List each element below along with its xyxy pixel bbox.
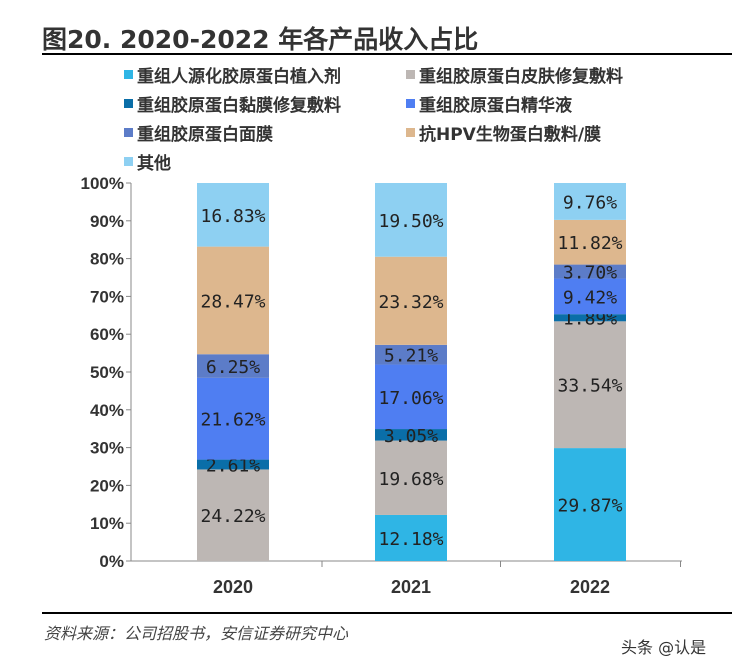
title-divider [42,53,732,55]
data-label: 6.25% [206,357,260,378]
source-note: 资料来源：公司招股书，安信证券研究中心 [44,624,349,643]
y-tick-label: 10% [90,514,124,533]
legend-swatch [124,70,133,79]
bar-segment [375,256,447,345]
legend-swatch [124,128,133,137]
legend-label: 重组胶原蛋白黏膜修复敷料 [137,96,341,116]
bar-segment [197,459,269,470]
bar-segment [554,264,626,279]
bar-segment [554,448,626,561]
data-label: 12.18% [378,529,443,550]
legend-label: 重组胶原蛋白面膜 [137,125,273,145]
data-label: 24.22% [200,506,265,527]
bar-segment [375,183,447,257]
y-tick-label: 80% [90,250,124,269]
data-label: 23.32% [378,292,443,313]
legend-item: 抗HPV生物蛋白敷料/膜 [406,120,601,145]
bar-segment [375,344,447,365]
x-tick-label: 2021 [391,577,431,597]
bar-segment [197,183,269,247]
y-tick-label: 50% [90,363,124,382]
bar-segment [554,314,626,322]
data-label: 28.47% [200,291,265,312]
x-tick-label: 2022 [570,577,610,597]
legend-item: 重组人源化胶原蛋白植入剂 [124,62,341,87]
bar-segment [554,278,626,315]
data-label: 21.62% [200,410,265,431]
legend-swatch [124,157,133,166]
bar-segment [197,469,269,561]
legend-label: 重组胶原蛋白精华液 [419,96,572,116]
bar-segment [197,246,269,355]
data-label: 5.21% [384,346,438,367]
y-tick-label: 30% [90,439,124,458]
legend-item: 重组胶原蛋白黏膜修复敷料 [124,91,341,116]
y-tick-label: 90% [90,212,124,231]
y-tick-label: 60% [90,325,124,344]
legend-item: 重组胶原蛋白精华液 [406,91,572,116]
legend-swatch [124,99,133,108]
data-label: 16.83% [200,206,265,227]
y-tick-label: 20% [90,476,124,495]
data-label: 2.61% [206,456,260,477]
y-tick-label: 40% [90,401,124,420]
y-tick-label: 100% [81,174,124,193]
legend-label: 重组人源化胶原蛋白植入剂 [137,67,341,87]
bar-segment [375,364,447,430]
data-label: 3.70% [563,263,617,284]
legend-label: 重组胶原蛋白皮肤修复敷料 [419,67,623,87]
chart-title: 图20. 2020-2022 年各产品收入占比 [42,25,479,54]
data-label: 9.42% [563,287,617,308]
legend-item: 重组胶原蛋白皮肤修复敷料 [406,62,623,87]
legend-swatch [406,70,415,79]
legend-item: 重组胶原蛋白面膜 [124,120,273,145]
bar-segment [554,321,626,449]
bar-segment [197,377,269,460]
bar-segment [554,183,626,220]
legend-item: 其他 [124,149,171,174]
bar-segment [554,219,626,265]
data-label: 17.06% [378,388,443,409]
data-label: 33.54% [557,376,622,397]
bar-segment [197,354,269,378]
data-label: 11.82% [557,233,622,254]
watermark: 头条 @认是 [621,638,707,657]
y-tick-label: 0% [99,552,124,571]
legend-label: 抗HPV生物蛋白敷料/膜 [419,125,602,145]
bar-segment [375,440,447,515]
data-label: 9.76% [563,192,617,213]
data-label: 19.68% [378,469,443,490]
bar-segment [375,514,447,561]
legend-swatch [406,128,415,137]
y-tick-label: 70% [90,287,124,306]
data-label: 3.05% [384,426,438,447]
legend-label: 其他 [137,154,171,174]
footer-divider [42,612,732,614]
x-tick-label: 2020 [213,577,253,597]
data-label: 29.87% [557,496,622,517]
legend-swatch [406,99,415,108]
bar-segment [375,429,447,441]
data-label: 19.50% [378,211,443,232]
